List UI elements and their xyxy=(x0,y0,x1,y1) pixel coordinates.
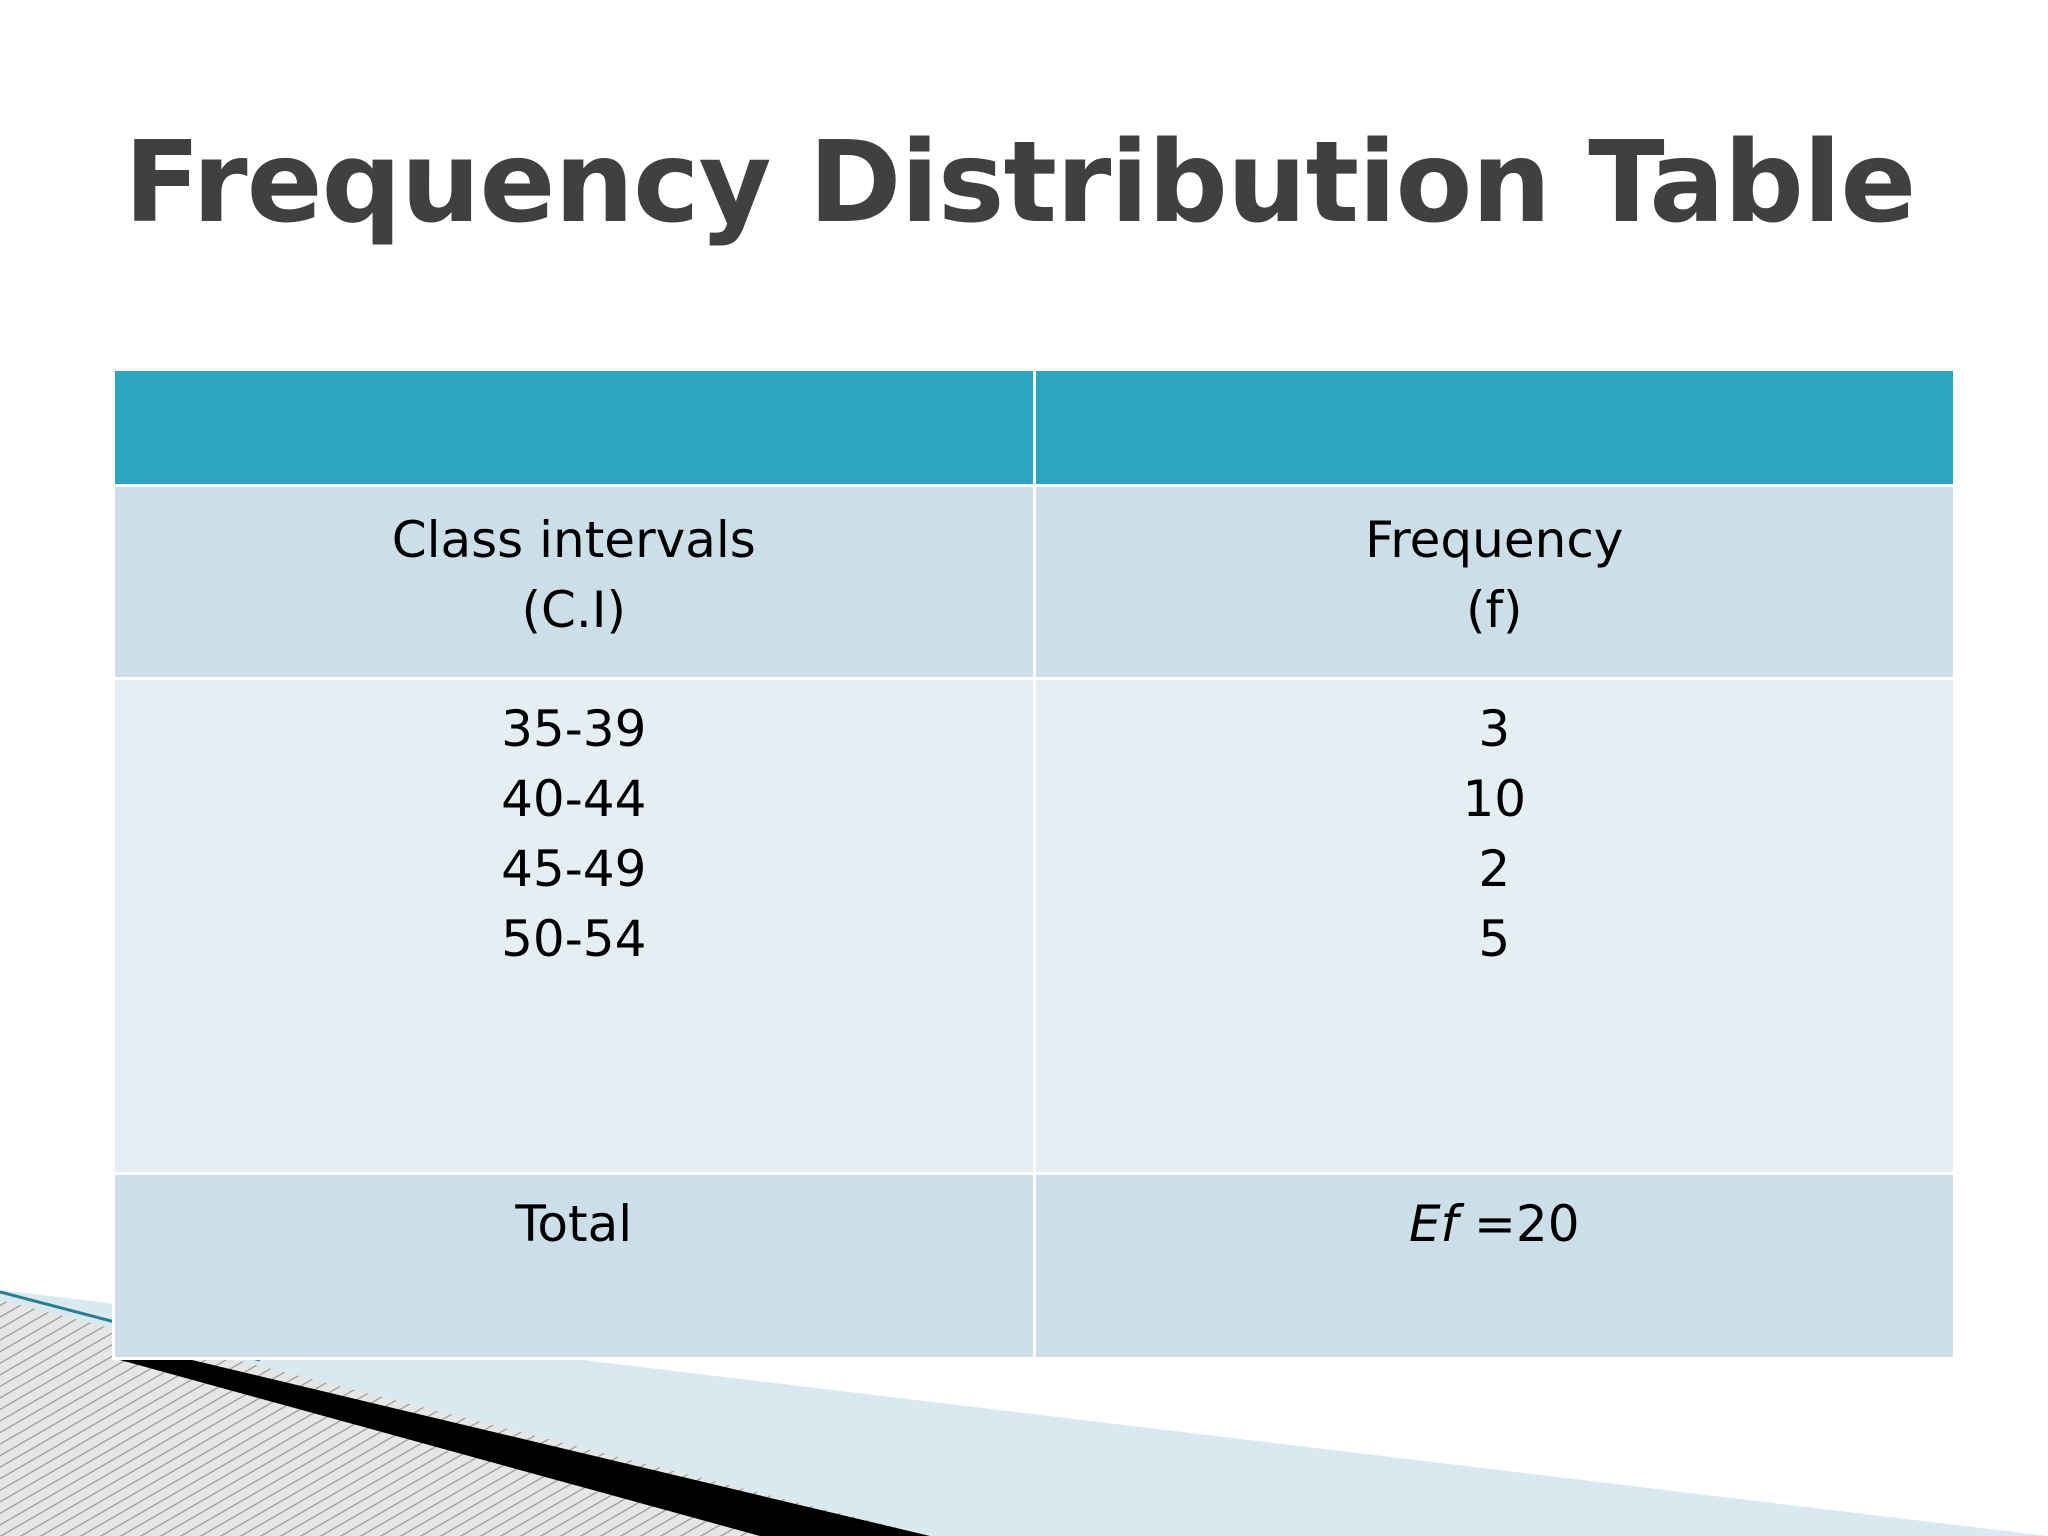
frequency-abbr: (f) xyxy=(1465,580,1523,639)
frequency-value: 5 xyxy=(1478,909,1511,968)
sum-symbol: Ef xyxy=(1408,1194,1459,1253)
table-header-band xyxy=(112,368,1956,487)
total-row: Total Ef =20 xyxy=(112,1171,1956,1361)
header-band-cell-right xyxy=(1032,368,1956,487)
frequency-value: 10 xyxy=(1462,769,1527,828)
class-interval-abbr: (C.I) xyxy=(521,580,627,639)
class-interval-header: Class intervals (C.I) xyxy=(112,483,1036,680)
class-interval-values: 35-39 40-44 45-49 50-54 xyxy=(112,676,1036,1175)
sum-value: =20 xyxy=(1458,1194,1580,1253)
header-band-cell-left xyxy=(112,368,1036,487)
slide-title: Frequency Distribution Table xyxy=(124,118,1916,248)
total-value-cell: Ef =20 xyxy=(1032,1171,1956,1361)
column-header-row: Class intervals (C.I) Frequency (f) xyxy=(112,483,1956,680)
decor-hatched-wedge xyxy=(0,1300,930,1536)
class-interval-value: 35-39 xyxy=(501,699,647,758)
frequency-value: 2 xyxy=(1478,839,1511,898)
frequency-values: 3 10 2 5 xyxy=(1032,676,1956,1175)
class-interval-value: 40-44 xyxy=(501,769,647,828)
class-interval-value: 50-54 xyxy=(501,909,647,968)
total-label: Total xyxy=(515,1194,633,1253)
frequency-header: Frequency (f) xyxy=(1032,483,1956,680)
total-value: Ef =20 xyxy=(1036,1189,1954,1259)
class-interval-value: 45-49 xyxy=(501,839,647,898)
frequency-label: Frequency xyxy=(1365,510,1624,569)
data-row: 35-39 40-44 45-49 50-54 3 10 2 5 xyxy=(112,676,1956,1175)
total-label-cell: Total xyxy=(112,1171,1036,1361)
class-interval-label: Class intervals xyxy=(391,510,756,569)
decor-black-wedge xyxy=(120,1350,930,1536)
frequency-table: Class intervals (C.I) Frequency (f) 35-3… xyxy=(112,368,1956,1361)
frequency-value: 3 xyxy=(1478,699,1511,758)
